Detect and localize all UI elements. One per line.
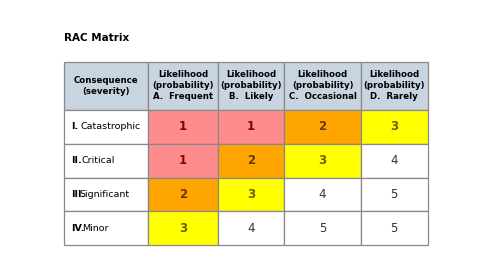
Text: 4: 4 bbox=[247, 221, 255, 235]
Bar bbox=[64, 62, 148, 110]
Bar bbox=[285, 211, 361, 245]
Bar bbox=[64, 110, 148, 144]
Text: 5: 5 bbox=[390, 221, 398, 235]
Bar bbox=[285, 178, 361, 211]
Bar bbox=[218, 178, 285, 211]
Bar bbox=[64, 144, 148, 178]
Bar bbox=[361, 110, 428, 144]
Text: 3: 3 bbox=[390, 120, 398, 134]
Bar bbox=[64, 178, 148, 211]
Text: 2: 2 bbox=[247, 154, 255, 167]
Bar bbox=[285, 62, 361, 110]
Text: 4: 4 bbox=[319, 188, 326, 201]
Text: Catastrophic: Catastrophic bbox=[81, 122, 141, 132]
Bar bbox=[218, 110, 285, 144]
Text: Minor: Minor bbox=[83, 223, 109, 233]
Text: 1: 1 bbox=[179, 154, 187, 167]
Text: 3: 3 bbox=[179, 221, 187, 235]
Text: Significant: Significant bbox=[80, 190, 130, 199]
Bar bbox=[64, 211, 148, 245]
Text: RAC Matrix: RAC Matrix bbox=[64, 33, 130, 43]
Bar bbox=[361, 211, 428, 245]
Text: 5: 5 bbox=[319, 221, 326, 235]
Bar bbox=[285, 144, 361, 178]
Bar bbox=[148, 144, 218, 178]
Bar bbox=[148, 211, 218, 245]
Text: IV.: IV. bbox=[71, 223, 84, 233]
Bar bbox=[218, 62, 285, 110]
Text: II.: II. bbox=[71, 156, 82, 165]
Bar bbox=[285, 110, 361, 144]
Text: 3: 3 bbox=[247, 188, 255, 201]
Bar bbox=[148, 110, 218, 144]
Bar bbox=[361, 178, 428, 211]
Text: Critical: Critical bbox=[82, 156, 115, 165]
Text: 4: 4 bbox=[390, 154, 398, 167]
Text: Likelihood
(probability)
D.  Rarely: Likelihood (probability) D. Rarely bbox=[363, 70, 425, 101]
Text: 2: 2 bbox=[179, 188, 187, 201]
Text: 3: 3 bbox=[319, 154, 327, 167]
Bar bbox=[148, 62, 218, 110]
Bar bbox=[218, 144, 285, 178]
Text: 1: 1 bbox=[179, 120, 187, 134]
Text: 2: 2 bbox=[319, 120, 327, 134]
Text: Likelihood
(probability)
A.  Frequent: Likelihood (probability) A. Frequent bbox=[152, 70, 214, 101]
Bar bbox=[361, 62, 428, 110]
Text: III.: III. bbox=[71, 190, 85, 199]
Text: Likelihood
(probability)
B.  Likely: Likelihood (probability) B. Likely bbox=[220, 70, 282, 101]
Text: Consequence
(severity): Consequence (severity) bbox=[74, 76, 139, 96]
Bar bbox=[361, 144, 428, 178]
Bar bbox=[148, 178, 218, 211]
Text: 1: 1 bbox=[247, 120, 255, 134]
Text: 5: 5 bbox=[390, 188, 398, 201]
Text: Likelihood
(probability)
C.  Occasional: Likelihood (probability) C. Occasional bbox=[288, 70, 357, 101]
Bar bbox=[218, 211, 285, 245]
Text: I.: I. bbox=[71, 122, 78, 132]
